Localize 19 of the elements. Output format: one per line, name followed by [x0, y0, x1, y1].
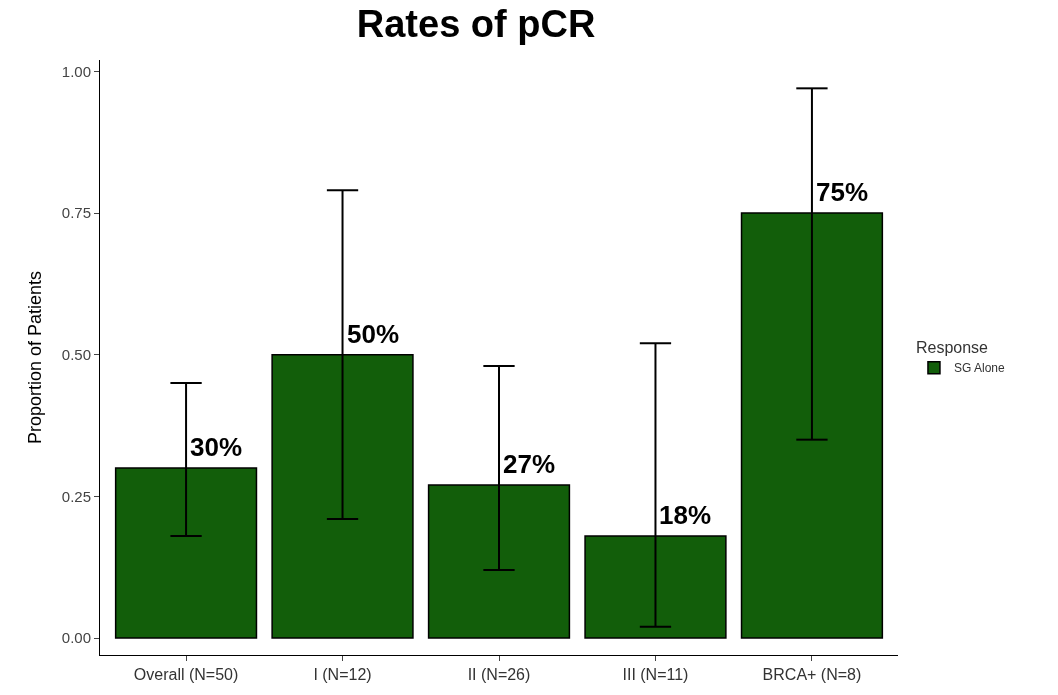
y-tick-label: 0.50 — [61, 345, 91, 363]
data-label: 50% — [347, 319, 400, 349]
data-label: 75% — [816, 177, 869, 207]
y-axis-title: Proportion of Patients — [25, 270, 45, 445]
y-tick-label: 0.75 — [61, 204, 91, 222]
data-label: 30% — [190, 432, 243, 462]
x-tick-label: Overall (N=50) — [133, 666, 239, 684]
data-label: 27% — [503, 449, 556, 479]
y-tick-label: 1.00 — [61, 62, 91, 80]
y-tick-label: 0.25 — [61, 487, 91, 505]
data-label: 18% — [659, 500, 712, 530]
x-tick-label: I (N=12) — [313, 666, 372, 684]
x-tick-label: III (N=11) — [622, 666, 689, 684]
legend-label: SG Alone — [953, 361, 1005, 376]
chart-title: Rates of pCR — [356, 3, 596, 46]
x-tick-label: II (N=26) — [467, 666, 531, 684]
y-tick-label: 0.00 — [61, 629, 91, 647]
legend-title: Response — [915, 339, 989, 357]
x-tick-label: BRCA+ (N=8) — [762, 666, 862, 684]
